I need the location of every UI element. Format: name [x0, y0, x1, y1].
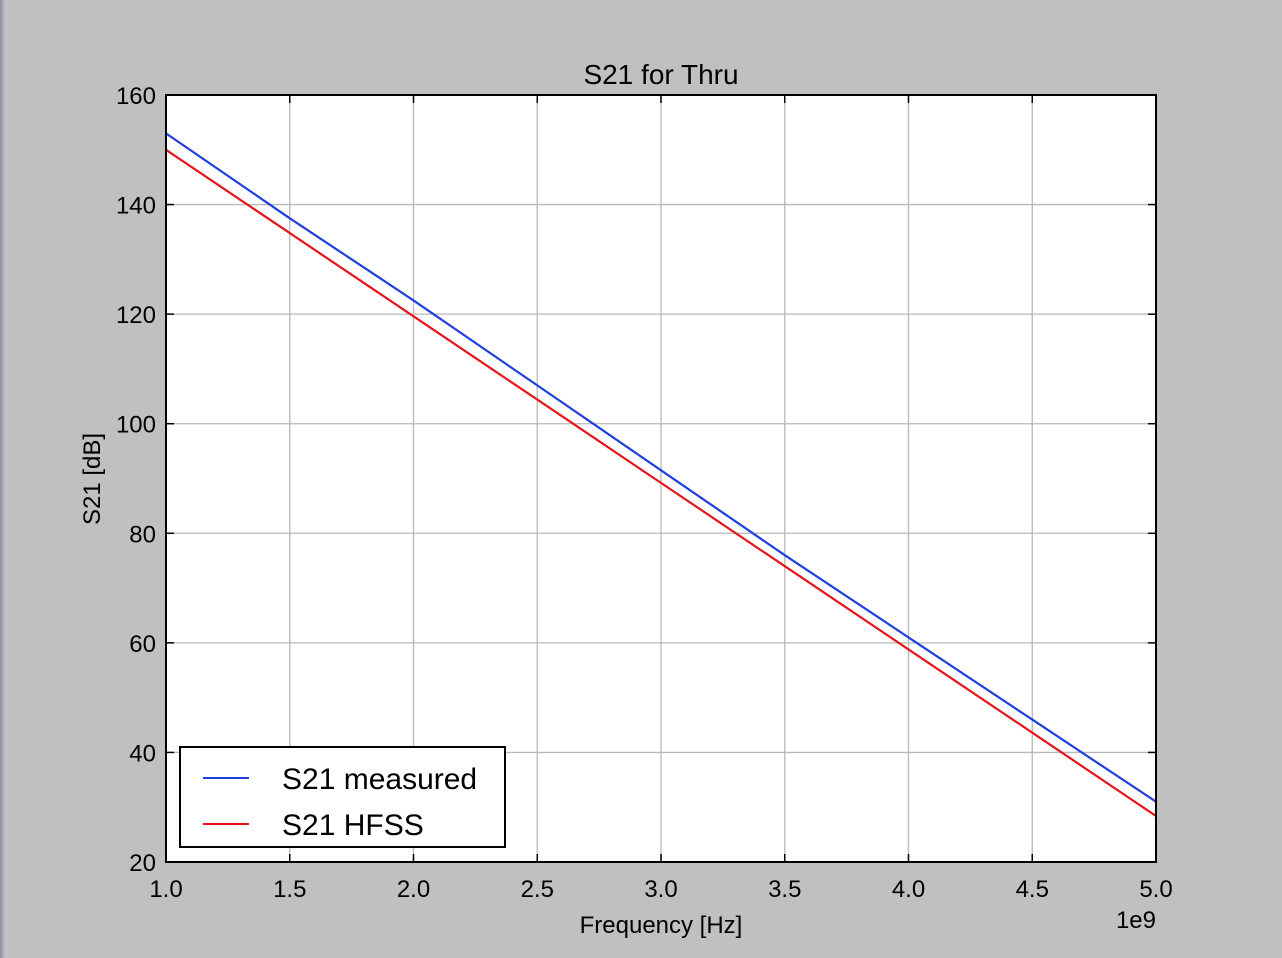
y-tick-label: 80 — [129, 521, 156, 548]
y-tick-label: 20 — [129, 850, 156, 877]
window-edge — [0, 0, 5, 958]
tick-labels: 1.0 1.5 2.0 2.5 3.0 3.5 4.0 4.5 5.0 20 40 60 80 100 12… — [116, 83, 1173, 903]
x-tick-label: 3.0 — [644, 876, 677, 903]
x-tick-label: 2.5 — [521, 876, 554, 903]
x-tick-label: 1.0 — [149, 876, 182, 903]
chart-title: S21 for Thru — [583, 59, 738, 90]
series-line-s21-hfss — [165, 148, 1157, 817]
y-axis-label: S21 [dB] — [79, 433, 106, 525]
y-tick-label: 60 — [129, 631, 156, 658]
series-line-s21-measured — [165, 132, 1157, 803]
y-tick-label: 40 — [129, 740, 156, 767]
x-tick-label: 4.5 — [1016, 876, 1049, 903]
y-tick-label: 100 — [116, 412, 156, 439]
x-tick-label: 3.5 — [768, 876, 801, 903]
legend: S21 measured S21 HFSS — [179, 746, 506, 848]
series-layer — [165, 132, 1157, 817]
legend-box — [179, 746, 506, 848]
x-axis-label: Frequency [Hz] — [580, 912, 743, 939]
ticks — [165, 94, 1157, 863]
y-tick-label: 160 — [116, 83, 156, 110]
grid — [166, 95, 1156, 862]
x-axis-offset-label: 1e9 — [1116, 907, 1156, 934]
x-tick-label: 5.0 — [1139, 876, 1172, 903]
x-tick-label: 2.0 — [397, 876, 430, 903]
x-tick-label: 1.5 — [273, 876, 306, 903]
legend-label-s21-measured: S21 measured — [282, 763, 477, 796]
legend-label-s21-hfss: S21 HFSS — [282, 809, 424, 842]
y-tick-label: 120 — [116, 302, 156, 329]
x-tick-label: 4.0 — [892, 876, 925, 903]
y-tick-label: 140 — [116, 193, 156, 220]
